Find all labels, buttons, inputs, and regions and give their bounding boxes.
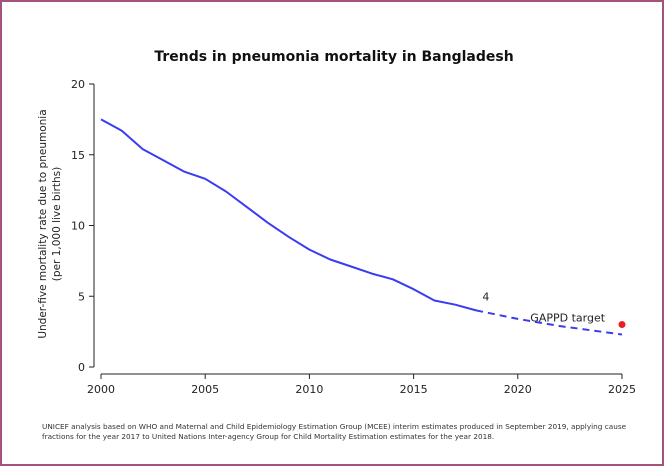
y-tick-label: 5 xyxy=(78,290,85,303)
x-tick-label: 2000 xyxy=(87,383,115,396)
x-tick-label: 2020 xyxy=(504,383,532,396)
x-tick-label: 2010 xyxy=(295,383,323,396)
target-point xyxy=(618,321,626,329)
chart-footnote: UNICEF analysis based on WHO and Materna… xyxy=(42,422,627,441)
x-tick-label: 2005 xyxy=(191,383,219,396)
y-tick-label: 10 xyxy=(71,220,85,233)
y-tick-label: 15 xyxy=(71,149,85,162)
chart-title: Trends in pneumonia mortality in Banglad… xyxy=(154,49,514,65)
x-tick-label: 2025 xyxy=(608,383,636,396)
annotation-label-value: 4 xyxy=(482,290,489,303)
y-tick-label: 20 xyxy=(71,78,85,91)
annotation-label-target: GAPPD target xyxy=(530,312,605,325)
x-tick-label: 2015 xyxy=(400,383,428,396)
series-line-observed xyxy=(100,118,477,312)
y-tick-label: 0 xyxy=(78,361,85,374)
series-line-projection xyxy=(475,309,623,336)
